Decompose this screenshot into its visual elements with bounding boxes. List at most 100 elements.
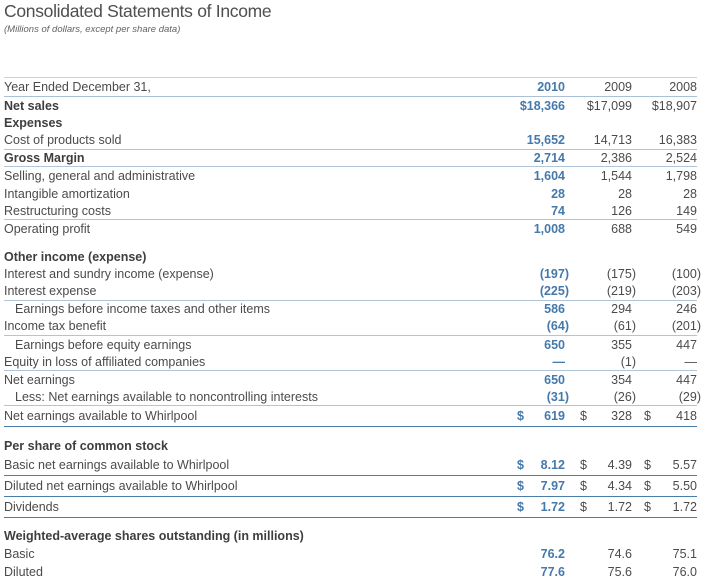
value-2008: 28 [644,187,697,201]
value-text: 28 [683,186,697,201]
table-row: Net sales $18,366 $17,099 $18,907 [4,97,697,115]
table-row: Selling, general and administrative 1,604… [4,167,697,185]
dollar-sign: $ [517,499,524,514]
value-2010: (225) [517,284,569,298]
value-text: 77.6 [540,564,565,579]
value-2010: (31) [517,390,569,404]
value-text: — [552,354,566,369]
value-text: 5.50 [672,478,697,493]
value-text: 650 [544,337,565,352]
row-label: Earnings before equity earnings [15,337,192,352]
row-label: Selling, general and administrative [4,169,196,184]
dollar-sign: $ [517,409,524,424]
row-label: Intangible amortization [4,186,130,201]
value-2010: $7.97 [517,479,565,493]
value-text: 1,604 [533,169,565,184]
value-text: 619 [544,409,565,424]
row-label: Cost of products sold [4,133,122,148]
value-2009: 126 [580,204,632,218]
table-row: Income tax benefit (64) (61) (201) [4,318,701,336]
row-label: Net earnings available to Whirlpool [4,409,198,424]
value-text: 5.57 [672,457,697,472]
value-2010: 1,008 [517,222,565,236]
value-text: (203) [671,284,701,299]
value-2008: 75.1 [644,547,697,561]
value-text: 4.34 [607,478,632,493]
table-row: Diluted net earnings available to Whirlp… [4,476,697,497]
value-2008: 246 [644,302,697,316]
value-2009: 14,713 [580,133,632,147]
row-label: Equity in loss of affiliated companies [4,354,206,369]
value-2009: 74.6 [580,547,632,561]
value-2010: 650 [517,338,565,352]
value-text: 76.0 [672,564,697,579]
row-label: Less: Net earnings available to noncontr… [15,389,318,404]
value-2008: (100) [644,267,701,281]
dollar-sign: $ [580,457,587,472]
row-label: Net sales [4,98,59,113]
table-row: Expenses [4,115,697,133]
value-text: $18,907 [651,98,697,113]
value-2009: (61) [580,319,636,333]
value-2008: 76.0 [644,565,697,579]
value-text: 28 [618,186,632,201]
value-2008: (29) [644,390,701,404]
value-2009: 28 [580,187,632,201]
table-row: Restructuring costs 74 126 149 [4,203,697,221]
value-2009: $4.39 [580,458,632,472]
value-text: $17,099 [586,98,632,113]
value-text: (225) [539,284,569,299]
income-statement-table: Year Ended December 31, 2010 2009 2008 N… [4,77,701,580]
value-2009: $1.72 [580,500,632,514]
value-2010: (64) [517,319,569,333]
value-2010: 650 [517,373,565,387]
value-2008: 1,798 [644,169,697,183]
value-2010: $619 [517,409,565,423]
value-2009: 1,544 [580,169,632,183]
row-label: Per share of common stock [4,438,168,453]
row-label: Basic [4,547,35,562]
value-text: 16,383 [658,133,697,148]
value-text: 294 [611,302,632,317]
value-2008: — [644,355,698,369]
value-text: (201) [671,319,701,334]
row-label: Other income (expense) [4,249,147,264]
value-2008: $1.72 [644,500,697,514]
row-label: Weighted-average shares outstanding (in … [4,529,304,544]
value-2009: 355 [580,338,632,352]
value-text: 1,544 [600,169,632,184]
row-label: Gross Margin [4,151,85,166]
value-text: 2,714 [533,151,565,166]
table-row: Gross Margin 2,714 2,386 2,524 [4,150,697,168]
value-text: 354 [611,372,632,387]
value-text: (29) [678,389,701,404]
value-2008: 447 [644,373,697,387]
value-2009: (26) [580,390,636,404]
value-2010: 586 [517,302,565,316]
table-row: Interest expense (225) (219) (203) [4,283,701,301]
value-text: 246 [676,302,697,317]
value-text: (1) [620,354,636,369]
row-label: Interest expense [4,284,97,299]
value-2009: (1) [580,355,636,369]
value-2009: $328 [580,409,632,423]
table-row: Net earnings available to Whirlpool $619 $… [4,406,697,428]
dollar-sign: $ [644,457,651,472]
table-row: Operating profit 1,008 688 549 [4,220,697,238]
table-row: Other income (expense) [4,248,697,266]
value-text: 74.6 [607,547,632,562]
value-text: (100) [671,267,701,282]
table-row: Basic net earnings available to Whirlpoo… [4,455,697,476]
value-2010: 77.6 [517,565,565,579]
table-header-row: Year Ended December 31, 2010 2009 2008 [4,77,697,97]
value-2010: 1,604 [517,169,565,183]
dollar-sign: $ [580,409,587,424]
table-body: Net sales $18,366 $17,099 $18,907 Expenses Co… [4,97,701,580]
dollar-sign: $ [580,478,587,493]
page-subtitle: (Millions of dollars, except per share d… [4,24,181,35]
table-row: Equity in loss of affiliated companies — (… [4,353,697,371]
value-2008: $5.57 [644,458,697,472]
value-text: 149 [676,203,697,218]
table-row: Basic 76.2 74.6 75.1 [4,545,697,563]
